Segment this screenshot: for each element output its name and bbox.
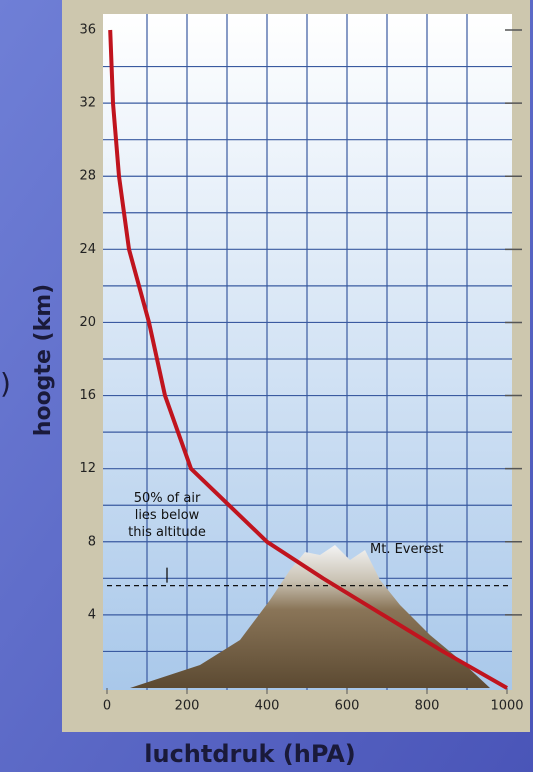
x-tick-label: 800 bbox=[415, 699, 440, 714]
fragment: ) bbox=[0, 367, 11, 400]
half-air-note: 50% of air bbox=[134, 491, 201, 506]
y-tick-label: 24 bbox=[79, 242, 96, 257]
page: luchtdruk (hPA) hoogte (km) ) 4 8 12 16 20 24… bbox=[0, 0, 533, 772]
x-tick-label: 400 bbox=[255, 699, 280, 714]
y-tick-label: 16 bbox=[79, 388, 96, 403]
x-axis-title: luchtdruk (hPA) bbox=[144, 740, 356, 768]
y-tick-label: 12 bbox=[79, 461, 96, 476]
y-tick-label: 20 bbox=[79, 315, 96, 330]
half-air-note: this altitude bbox=[128, 525, 206, 540]
y-tick-label: 32 bbox=[79, 96, 96, 111]
x-tick-label: 600 bbox=[335, 699, 360, 714]
half-air-note: lies below bbox=[135, 508, 200, 523]
x-tick-label: 200 bbox=[175, 699, 200, 714]
x-tick-label: 1000 bbox=[490, 699, 523, 714]
y-tick-label: 36 bbox=[79, 23, 96, 38]
y-axis-title: hoogte (km) bbox=[31, 284, 56, 436]
everest-label: Mt. Everest bbox=[370, 542, 443, 557]
y-tick-label: 4 bbox=[88, 607, 96, 622]
y-tick-label: 8 bbox=[88, 534, 96, 549]
x-tick-label: 0 bbox=[103, 699, 111, 714]
y-tick-label: 28 bbox=[79, 169, 96, 184]
